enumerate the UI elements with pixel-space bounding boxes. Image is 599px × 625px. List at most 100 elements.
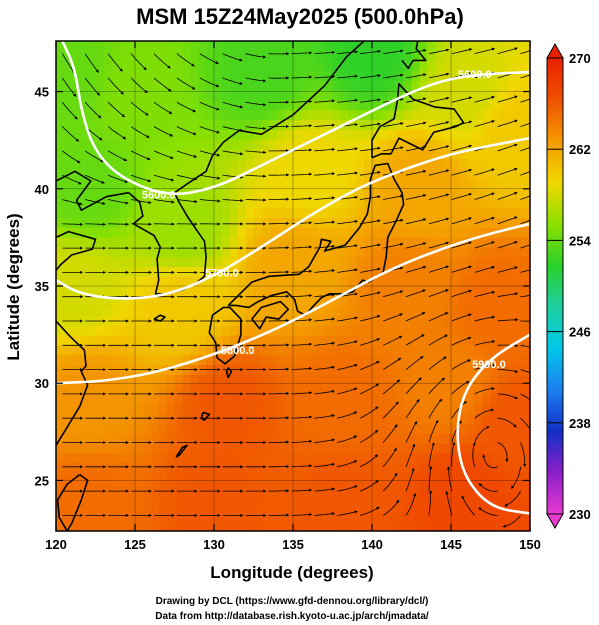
heat-cell — [498, 501, 507, 512]
heat-cell — [514, 501, 523, 512]
heat-cell — [474, 374, 484, 385]
heat-cell — [356, 344, 365, 356]
heat-cell — [221, 354, 231, 365]
heat-cell — [277, 178, 286, 189]
heat-cell — [63, 491, 73, 503]
heat-cell — [498, 90, 507, 101]
heat-cell — [395, 482, 405, 493]
heat-cell — [135, 335, 144, 346]
heat-cell — [300, 335, 310, 346]
heat-cell — [451, 197, 460, 209]
streamline-arrow — [520, 195, 530, 200]
heat-cell — [206, 354, 215, 365]
streamline-arrow — [405, 334, 425, 346]
heat-cell — [229, 295, 239, 307]
heat-cell — [395, 90, 405, 101]
heat-cell — [63, 482, 73, 493]
heat-cell — [277, 129, 286, 140]
heat-cell — [435, 413, 444, 424]
heat-cell — [324, 246, 334, 258]
heat-cell — [482, 462, 492, 473]
heat-cell — [261, 109, 270, 120]
heat-cell — [87, 41, 97, 52]
heat-cell — [285, 452, 294, 463]
heat-cell — [490, 256, 499, 267]
coast-taiwan — [56, 473, 89, 531]
heat-cell — [142, 491, 152, 503]
heat-cell — [490, 158, 499, 169]
heat-cell — [293, 246, 302, 258]
heat-cell — [372, 60, 381, 71]
heat-cell — [522, 364, 530, 375]
heat-cell — [142, 168, 152, 179]
streamline-arrow — [107, 150, 128, 162]
heat-cell — [324, 423, 334, 434]
heat-cell — [237, 384, 247, 395]
streamline-arrow — [428, 334, 448, 346]
heat-cell — [158, 472, 168, 483]
heat-cell — [79, 521, 89, 531]
heat-cell — [182, 207, 191, 218]
coast-jeju — [153, 314, 166, 322]
heat-cell — [411, 158, 420, 169]
heat-cell — [514, 129, 523, 140]
heat-cell — [482, 295, 492, 307]
heat-cell — [387, 315, 397, 326]
heat-cell — [403, 99, 413, 111]
heat-cell — [435, 99, 444, 111]
heat-cell — [150, 442, 160, 454]
heat-cell — [63, 501, 73, 512]
heat-cell — [87, 462, 97, 473]
heat-cell — [340, 325, 349, 336]
heat-cell — [403, 227, 413, 238]
heat-cell — [356, 266, 365, 277]
heat-cell — [253, 276, 262, 287]
heat-cell — [372, 354, 381, 365]
heat-cell — [174, 129, 183, 140]
heat-cell — [135, 217, 144, 228]
heat-cell — [269, 188, 278, 199]
heat-cell — [482, 413, 492, 424]
heat-cell — [87, 452, 97, 463]
streamline-arrow — [497, 318, 519, 322]
heat-cell — [182, 109, 191, 120]
heat-cell — [174, 50, 183, 62]
heat-cell — [277, 90, 286, 101]
heat-cell — [300, 305, 310, 316]
heat-cell — [87, 80, 97, 91]
heat-cell — [300, 50, 310, 62]
heat-cell — [458, 521, 468, 531]
heat-cell — [190, 393, 199, 405]
heat-cell — [316, 178, 326, 189]
heat-cell — [395, 452, 405, 463]
heat-cell — [332, 521, 341, 531]
heat-cell — [142, 99, 152, 111]
heat-cell — [190, 521, 199, 531]
heat-cell — [95, 217, 104, 228]
heat-cell — [506, 413, 515, 424]
heat-cell — [356, 276, 365, 287]
heat-cell — [245, 207, 255, 218]
heat-cell — [119, 452, 128, 463]
heat-cell — [206, 482, 215, 493]
heat-cell — [237, 90, 247, 101]
contour-label: 5700.0 — [205, 267, 239, 279]
heat-cell — [56, 305, 65, 316]
heat-cell — [498, 207, 507, 218]
contour-label: 5600.0 — [142, 190, 176, 202]
heat-cell — [190, 374, 199, 385]
streamline-arrow — [445, 490, 453, 516]
heat-cell — [111, 109, 120, 120]
heat-cell — [63, 374, 73, 385]
heat-cell — [103, 452, 112, 463]
heat-cell — [316, 344, 326, 356]
heat-cell — [316, 305, 326, 316]
heat-cell — [293, 286, 302, 297]
heat-cell — [506, 433, 515, 444]
heat-cell — [87, 511, 97, 522]
heat-cell — [443, 158, 452, 169]
heat-cell — [332, 325, 341, 336]
heat-cell — [522, 80, 530, 91]
streamline-arrow — [61, 101, 78, 120]
streamline-arrow — [84, 53, 99, 73]
